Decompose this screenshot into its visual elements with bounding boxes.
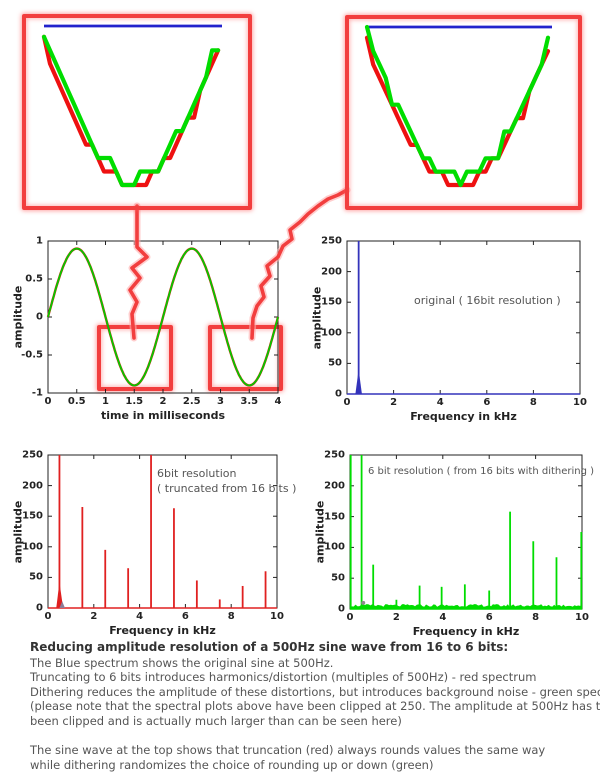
inset-curve-dithered: [364, 24, 551, 188]
spectrum-peak-base-gray: [59, 601, 65, 608]
caption-line: Truncating to 6 bits introduces harmonic…: [30, 670, 537, 685]
caption-line: (please note that the spectral plots abo…: [30, 699, 600, 714]
inset-curve-dithered: [41, 34, 221, 188]
sine-curve-dithered: [47, 247, 279, 387]
caption-line: The Blue spectrum shows the original sin…: [30, 655, 334, 670]
caption-line: [30, 729, 592, 744]
caption-line: The sine wave at the top shows that trun…: [30, 743, 546, 758]
connector-right: [250, 188, 349, 340]
caption-title: Reducing amplitude resolution of a 500Hz…: [30, 640, 509, 654]
caption-line: while dithering randomizes the choice of…: [30, 757, 434, 772]
caption-body: The Blue spectrum shows the original sin…: [30, 655, 600, 773]
spectrum-peak-base: [56, 582, 64, 608]
noise-dot: [361, 600, 366, 605]
connector-right-glow: [248, 186, 351, 342]
noise-floor: [350, 604, 582, 609]
caption-line: been clipped and is actually much larger…: [30, 713, 402, 728]
spectrum-peak-base: [355, 369, 362, 394]
zoom-inset-left-frame: [22, 14, 252, 210]
connector-left: [128, 204, 149, 340]
caption: Reducing amplitude resolution of a 500Hz…: [30, 640, 600, 773]
zoom-inset-right-frame: [345, 15, 582, 210]
highlight-box-trough-2: [207, 324, 283, 391]
caption-line: Dithering reduces the amplitude of these…: [30, 684, 600, 699]
